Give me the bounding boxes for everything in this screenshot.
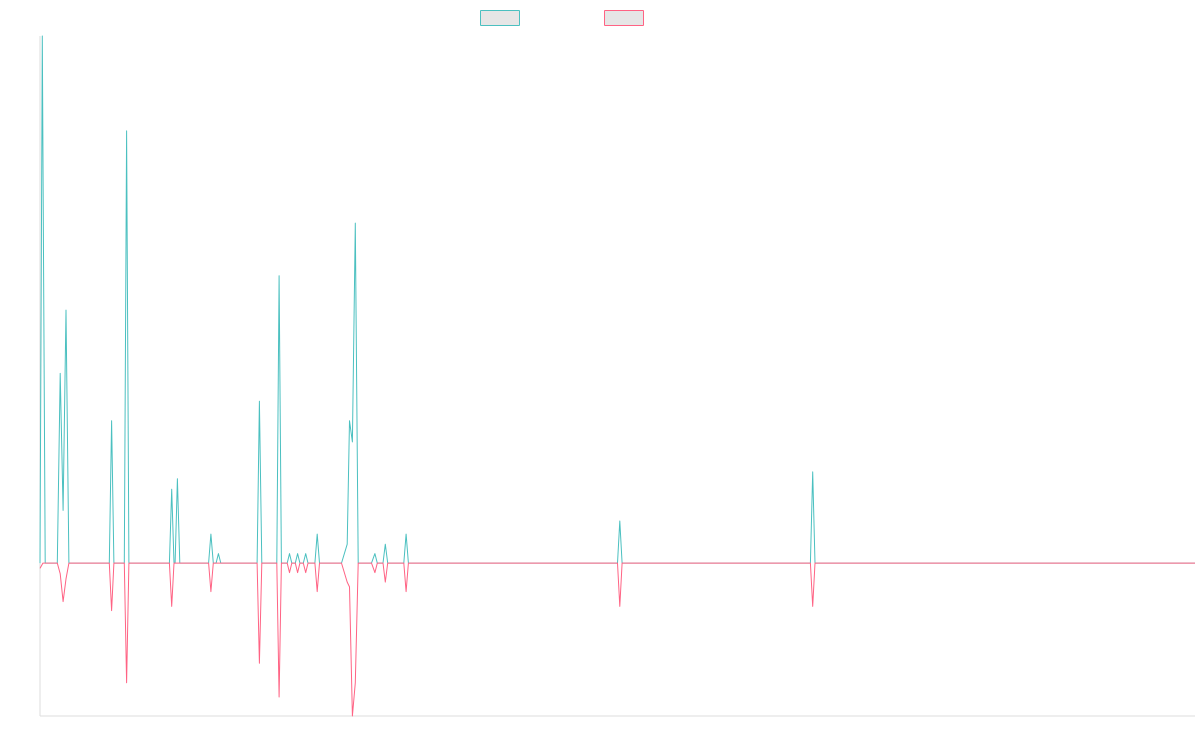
series-line-2: [39, 562, 1195, 717]
series-line-1: [39, 35, 1195, 564]
legend-swatch-series-2[interactable]: [604, 10, 644, 26]
legend-swatch-series-1[interactable]: [480, 10, 520, 26]
series-layer: [39, 35, 1195, 717]
